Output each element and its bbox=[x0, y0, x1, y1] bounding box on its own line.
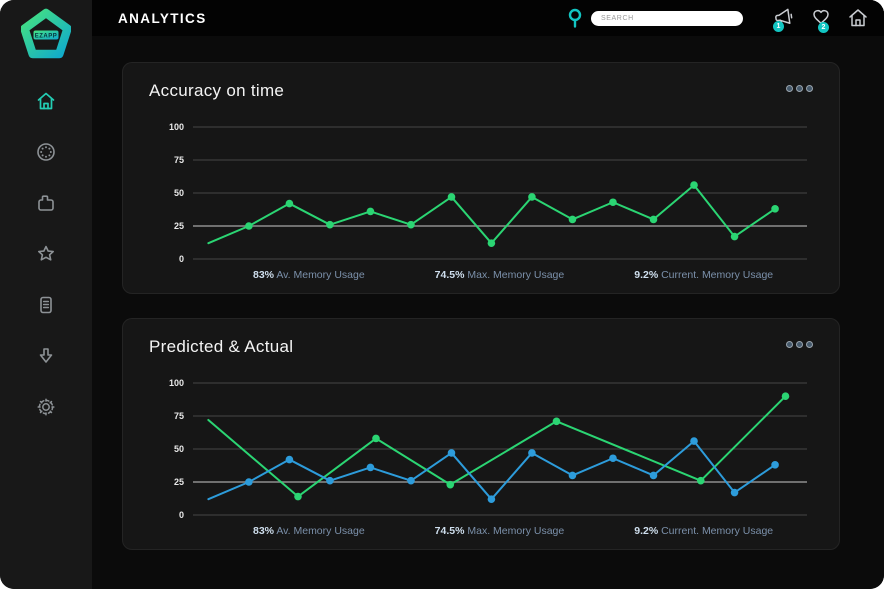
stat-max-memory: 74.5% Max. Memory Usage bbox=[434, 269, 565, 281]
card-menu-button[interactable] bbox=[786, 81, 813, 96]
favorites-badge: 2 bbox=[818, 22, 829, 33]
content-area: Accuracy on time 0 25 50 75 100 83% Av. Memo… bbox=[92, 36, 884, 589]
sidebar: EZAPP bbox=[0, 0, 92, 589]
box-icon bbox=[38, 195, 54, 211]
gear-icon bbox=[37, 398, 55, 416]
page-title: ANALYTICS bbox=[118, 10, 207, 26]
card-predicted-actual: Predicted & Actual 0 25 50 75 100 83% Av. Me… bbox=[122, 318, 840, 550]
logo-pentagon-icon: EZAPP bbox=[20, 8, 72, 59]
stat-av-memory: 83% Av. Memory Usage bbox=[253, 269, 365, 281]
svg-text:25: 25 bbox=[174, 221, 184, 231]
accuracy-line-chart: 0 25 50 75 100 bbox=[149, 117, 813, 269]
svg-text:0: 0 bbox=[179, 510, 184, 520]
announcements-button[interactable]: 1 bbox=[772, 6, 796, 32]
topbar: ANALYTICS 1 bbox=[92, 0, 884, 36]
topbar-actions: 1 2 bbox=[566, 6, 870, 33]
announcements-badge: 1 bbox=[773, 21, 784, 32]
sidebar-item-settings[interactable] bbox=[34, 396, 58, 418]
download-arrow-icon bbox=[39, 348, 53, 363]
stat-current-memory: 9.2% Current. Memory Usage bbox=[634, 269, 774, 281]
svg-text:50: 50 bbox=[174, 444, 184, 454]
svg-text:100: 100 bbox=[169, 122, 184, 132]
chart-footer-stats: 83% Av. Memory Usage 74.5% Max. Memory U… bbox=[149, 525, 813, 537]
sidebar-item-archive[interactable] bbox=[34, 192, 58, 214]
stat-max-memory: 74.5% Max. Memory Usage bbox=[434, 525, 565, 537]
svg-text:75: 75 bbox=[174, 155, 184, 165]
search-area bbox=[566, 6, 743, 30]
sidebar-item-notes[interactable] bbox=[34, 294, 58, 316]
sidebar-item-dial[interactable] bbox=[34, 141, 58, 163]
home-icon bbox=[37, 92, 55, 110]
stat-current-memory: 9.2% Current. Memory Usage bbox=[634, 525, 774, 537]
predicted-actual-line-chart: 0 25 50 75 100 bbox=[149, 373, 813, 525]
document-icon bbox=[40, 296, 52, 314]
main-column: ANALYTICS 1 bbox=[92, 0, 884, 589]
stat-av-memory: 83% Av. Memory Usage bbox=[253, 525, 365, 537]
svg-text:100: 100 bbox=[169, 378, 184, 388]
chart-footer-stats: 83% Av. Memory Usage 74.5% Max. Memory U… bbox=[149, 269, 813, 281]
dial-icon bbox=[37, 143, 55, 161]
search-pin-icon[interactable] bbox=[566, 6, 584, 30]
favorites-button[interactable]: 2 bbox=[809, 6, 833, 33]
sidebar-item-favorites[interactable] bbox=[34, 243, 58, 265]
search-input[interactable] bbox=[591, 10, 743, 26]
home-button[interactable] bbox=[846, 6, 870, 30]
svg-text:25: 25 bbox=[174, 477, 184, 487]
svg-text:0: 0 bbox=[179, 254, 184, 264]
app-logo[interactable]: EZAPP bbox=[20, 8, 72, 62]
card-title: Predicted & Actual bbox=[149, 337, 294, 356]
svg-text:75: 75 bbox=[174, 411, 184, 421]
sidebar-nav bbox=[34, 90, 58, 418]
sidebar-item-downloads[interactable] bbox=[34, 345, 58, 367]
card-accuracy-on-time: Accuracy on time 0 25 50 75 100 83% Av. Memo… bbox=[122, 62, 840, 294]
star-icon bbox=[38, 245, 54, 261]
home-icon bbox=[849, 9, 867, 27]
logo-text: EZAPP bbox=[35, 33, 58, 39]
card-menu-button[interactable] bbox=[786, 337, 813, 352]
svg-text:50: 50 bbox=[174, 188, 184, 198]
card-title: Accuracy on time bbox=[149, 81, 285, 100]
sidebar-item-home[interactable] bbox=[34, 90, 58, 112]
